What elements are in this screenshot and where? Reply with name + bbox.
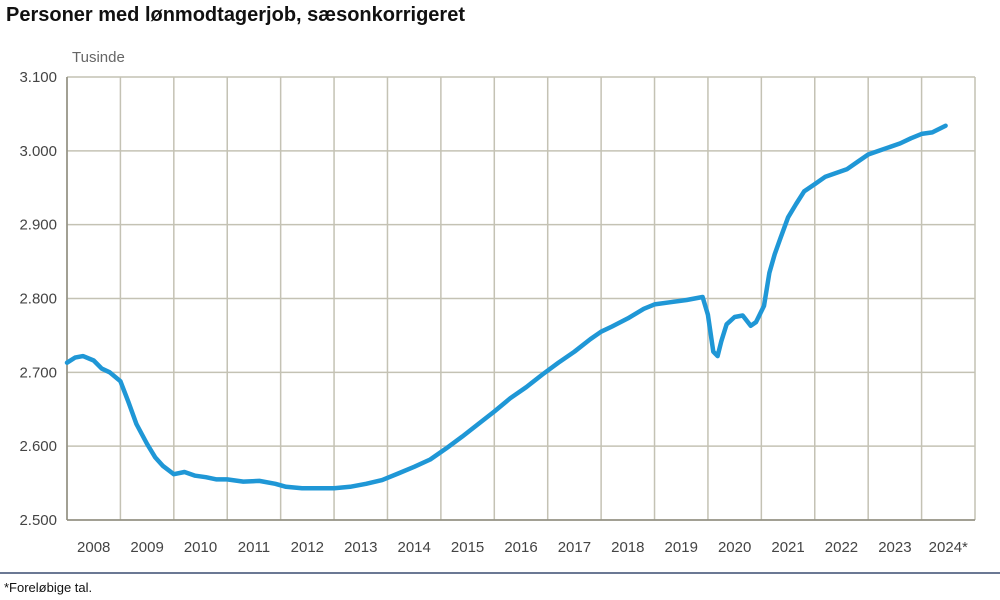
x-tick-label: 2012 [291, 539, 324, 556]
y-tick-label: 2.800 [19, 291, 57, 308]
x-tick-label: 2021 [771, 539, 804, 556]
x-tick-label: 2015 [451, 539, 484, 556]
y-tick-label: 2.500 [19, 512, 57, 529]
footnote: *Foreløbige tal. [4, 580, 93, 595]
y-tick-label: 3.000 [19, 143, 57, 160]
y-tick-label: 3.100 [19, 69, 57, 86]
axis-layer [66, 77, 975, 521]
x-tick-label: 2014 [397, 539, 430, 556]
y-unit-label: Tusinde [72, 49, 125, 66]
x-tick-label: 2016 [504, 539, 537, 556]
y-tick-label: 2.600 [19, 438, 57, 455]
grid-layer [66, 76, 976, 521]
bottom-divider [0, 572, 1000, 574]
x-tick-label: 2019 [665, 539, 698, 556]
x-tick-label: 2008 [77, 539, 110, 556]
x-tick-label: 2017 [558, 539, 591, 556]
x-tick-label: 2022 [825, 539, 858, 556]
x-tick-label: 2010 [184, 539, 217, 556]
x-tick-label: 2009 [130, 539, 163, 556]
y-tick-label: 2.700 [19, 364, 57, 381]
series-line [64, 123, 948, 491]
x-tick-label: 2020 [718, 539, 751, 556]
x-tick-label: 2024* [929, 539, 968, 556]
series-layer [64, 123, 948, 491]
x-tick-label: 2018 [611, 539, 644, 556]
chart-title: Personer med lønmodtagerjob, sæsonkorrig… [6, 4, 465, 26]
x-tick-label: 2023 [878, 539, 911, 556]
tick-labels: 2.500 2.600 2.700 2.800 2.900 3.000 3.100 2008 2… [19, 69, 968, 556]
x-tick-label: 2011 [238, 539, 270, 556]
x-tick-label: 2013 [344, 539, 377, 556]
y-tick-label: 2.900 [19, 217, 57, 234]
